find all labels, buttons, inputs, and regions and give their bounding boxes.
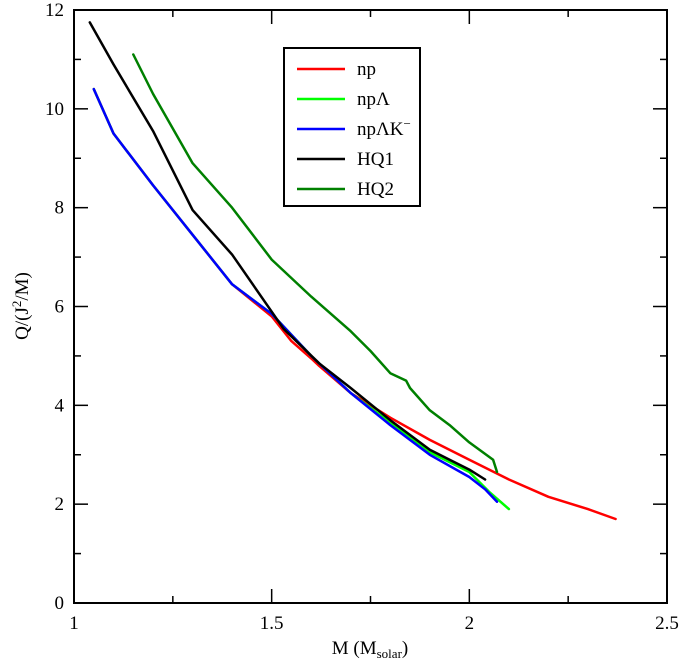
x-tick-label: 1 bbox=[69, 613, 79, 634]
x-axis-title-main: M (M bbox=[332, 638, 377, 659]
y-tick-label: 6 bbox=[55, 297, 65, 318]
y-tick-label: 4 bbox=[55, 395, 65, 416]
y-axis-title-end: /M) bbox=[12, 272, 33, 301]
y-tick-label: 12 bbox=[45, 0, 64, 21]
y-axis-title: Q/(J2/M) bbox=[9, 272, 34, 340]
legend-entries: np npΛ npΛK− HQ1 HQ2 bbox=[297, 59, 411, 200]
series-lines bbox=[88, 21, 617, 521]
series-line-hq1 bbox=[88, 21, 487, 481]
legend-label: npΛ bbox=[357, 89, 390, 110]
series-line-hq2 bbox=[132, 53, 499, 474]
y-tick-label: 0 bbox=[55, 593, 65, 614]
y-axis-title-superscript: 2 bbox=[9, 301, 24, 308]
x-tick-label: 1.5 bbox=[260, 613, 284, 634]
legend: np npΛ npΛK− HQ1 HQ2 bbox=[283, 47, 421, 207]
y-tick-label: 10 bbox=[45, 99, 64, 120]
x-tick-label: 2 bbox=[465, 613, 475, 634]
legend-label: npΛK− bbox=[357, 116, 411, 141]
y-tick-label: 2 bbox=[55, 494, 65, 515]
legend-box bbox=[283, 47, 421, 207]
x-axis-title-end: ) bbox=[402, 638, 408, 659]
legend-label: np bbox=[357, 59, 376, 80]
legend-label: HQ2 bbox=[357, 179, 394, 200]
legend-label: HQ1 bbox=[357, 149, 394, 170]
axes: 1 1.5 2 2.5 0 2 4 6 8 10 12 bbox=[45, 0, 679, 634]
x-tick-label: 2.5 bbox=[655, 613, 679, 634]
x-axis-title-subscript: solar bbox=[377, 646, 403, 661]
y-tick-label: 8 bbox=[55, 198, 65, 219]
y-axis-title-main: Q/(J bbox=[12, 307, 33, 340]
x-axis-title: M (Msolar) bbox=[332, 638, 408, 661]
